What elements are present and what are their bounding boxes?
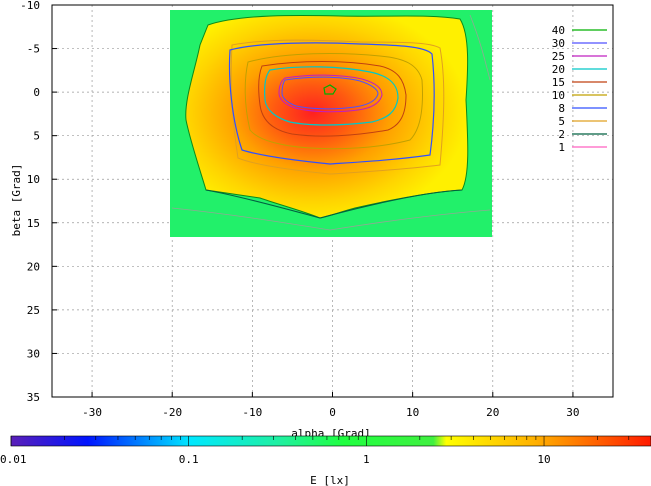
legend-label: 2 [558, 128, 565, 141]
legend-label: 10 [552, 89, 565, 102]
y-tick-label: 35 [27, 391, 40, 404]
x-tick-label: 30 [566, 406, 579, 419]
y-tick-label: 10 [27, 173, 40, 186]
x-tick-label: -20 [162, 406, 182, 419]
x-tick-label: 10 [406, 406, 419, 419]
colorbar-tick-label: 1 [363, 453, 370, 466]
colorbar-tick-label: 0.01 [0, 453, 27, 466]
contour-5 [230, 39, 445, 175]
colorbar-tick-labels: 0.01 0.1 1 10 [0, 453, 551, 466]
y-tick-label: 0 [33, 86, 40, 99]
y-tick-label: 5 [33, 130, 40, 143]
legend-label: 25 [552, 50, 565, 63]
y-tick-label: 20 [27, 260, 40, 273]
x-tick-label: 0 [329, 406, 336, 419]
contour-20 [264, 66, 399, 126]
y-axis-label: beta [Grad] [10, 164, 23, 237]
colorbar-tick-label: 10 [537, 453, 550, 466]
colorbar-tick-label: 0.1 [179, 453, 199, 466]
contour-10 [244, 53, 423, 150]
contour-25 [278, 74, 383, 113]
contour-1 [171, 207, 491, 231]
colorbar: 0.01 0.1 1 10 E [lx] [0, 435, 651, 486]
heatmap-field [170, 10, 492, 237]
contour-15 [258, 61, 407, 137]
contour-30 [281, 76, 379, 110]
legend-label: 1 [558, 141, 565, 154]
legend-label: 20 [552, 63, 565, 76]
heatmap-core-region [185, 14, 469, 219]
colorbar-gradient [10, 435, 651, 447]
x-tick-labels: -30 -20 -10 0 10 20 30 [82, 392, 580, 419]
legend-label: 40 [552, 24, 565, 37]
y-tick-label: -10 [20, 0, 40, 12]
colorbar-label: E [lx] [310, 474, 350, 486]
contour-1-upper [469, 14, 491, 81]
legend-label: 8 [558, 102, 565, 115]
y-tick-label: -5 [27, 43, 40, 56]
x-tick-label: 20 [486, 406, 499, 419]
y-tick-labels: -10 -5 0 5 10 15 20 25 30 35 [20, 0, 57, 404]
contour-40 [323, 84, 337, 95]
y-tick-label: 15 [27, 217, 40, 230]
x-tick-label: -30 [82, 406, 102, 419]
legend-label: 30 [552, 37, 565, 50]
x-tick-label: -10 [242, 406, 262, 419]
contour-2 [205, 189, 463, 219]
contour-8 [228, 42, 435, 165]
legend-label: 15 [552, 76, 565, 89]
y-tick-label: 25 [27, 304, 40, 317]
colorbar-minor-ticks [10, 436, 651, 446]
y-tick-label: 30 [27, 347, 40, 360]
legend-label: 5 [558, 115, 565, 128]
